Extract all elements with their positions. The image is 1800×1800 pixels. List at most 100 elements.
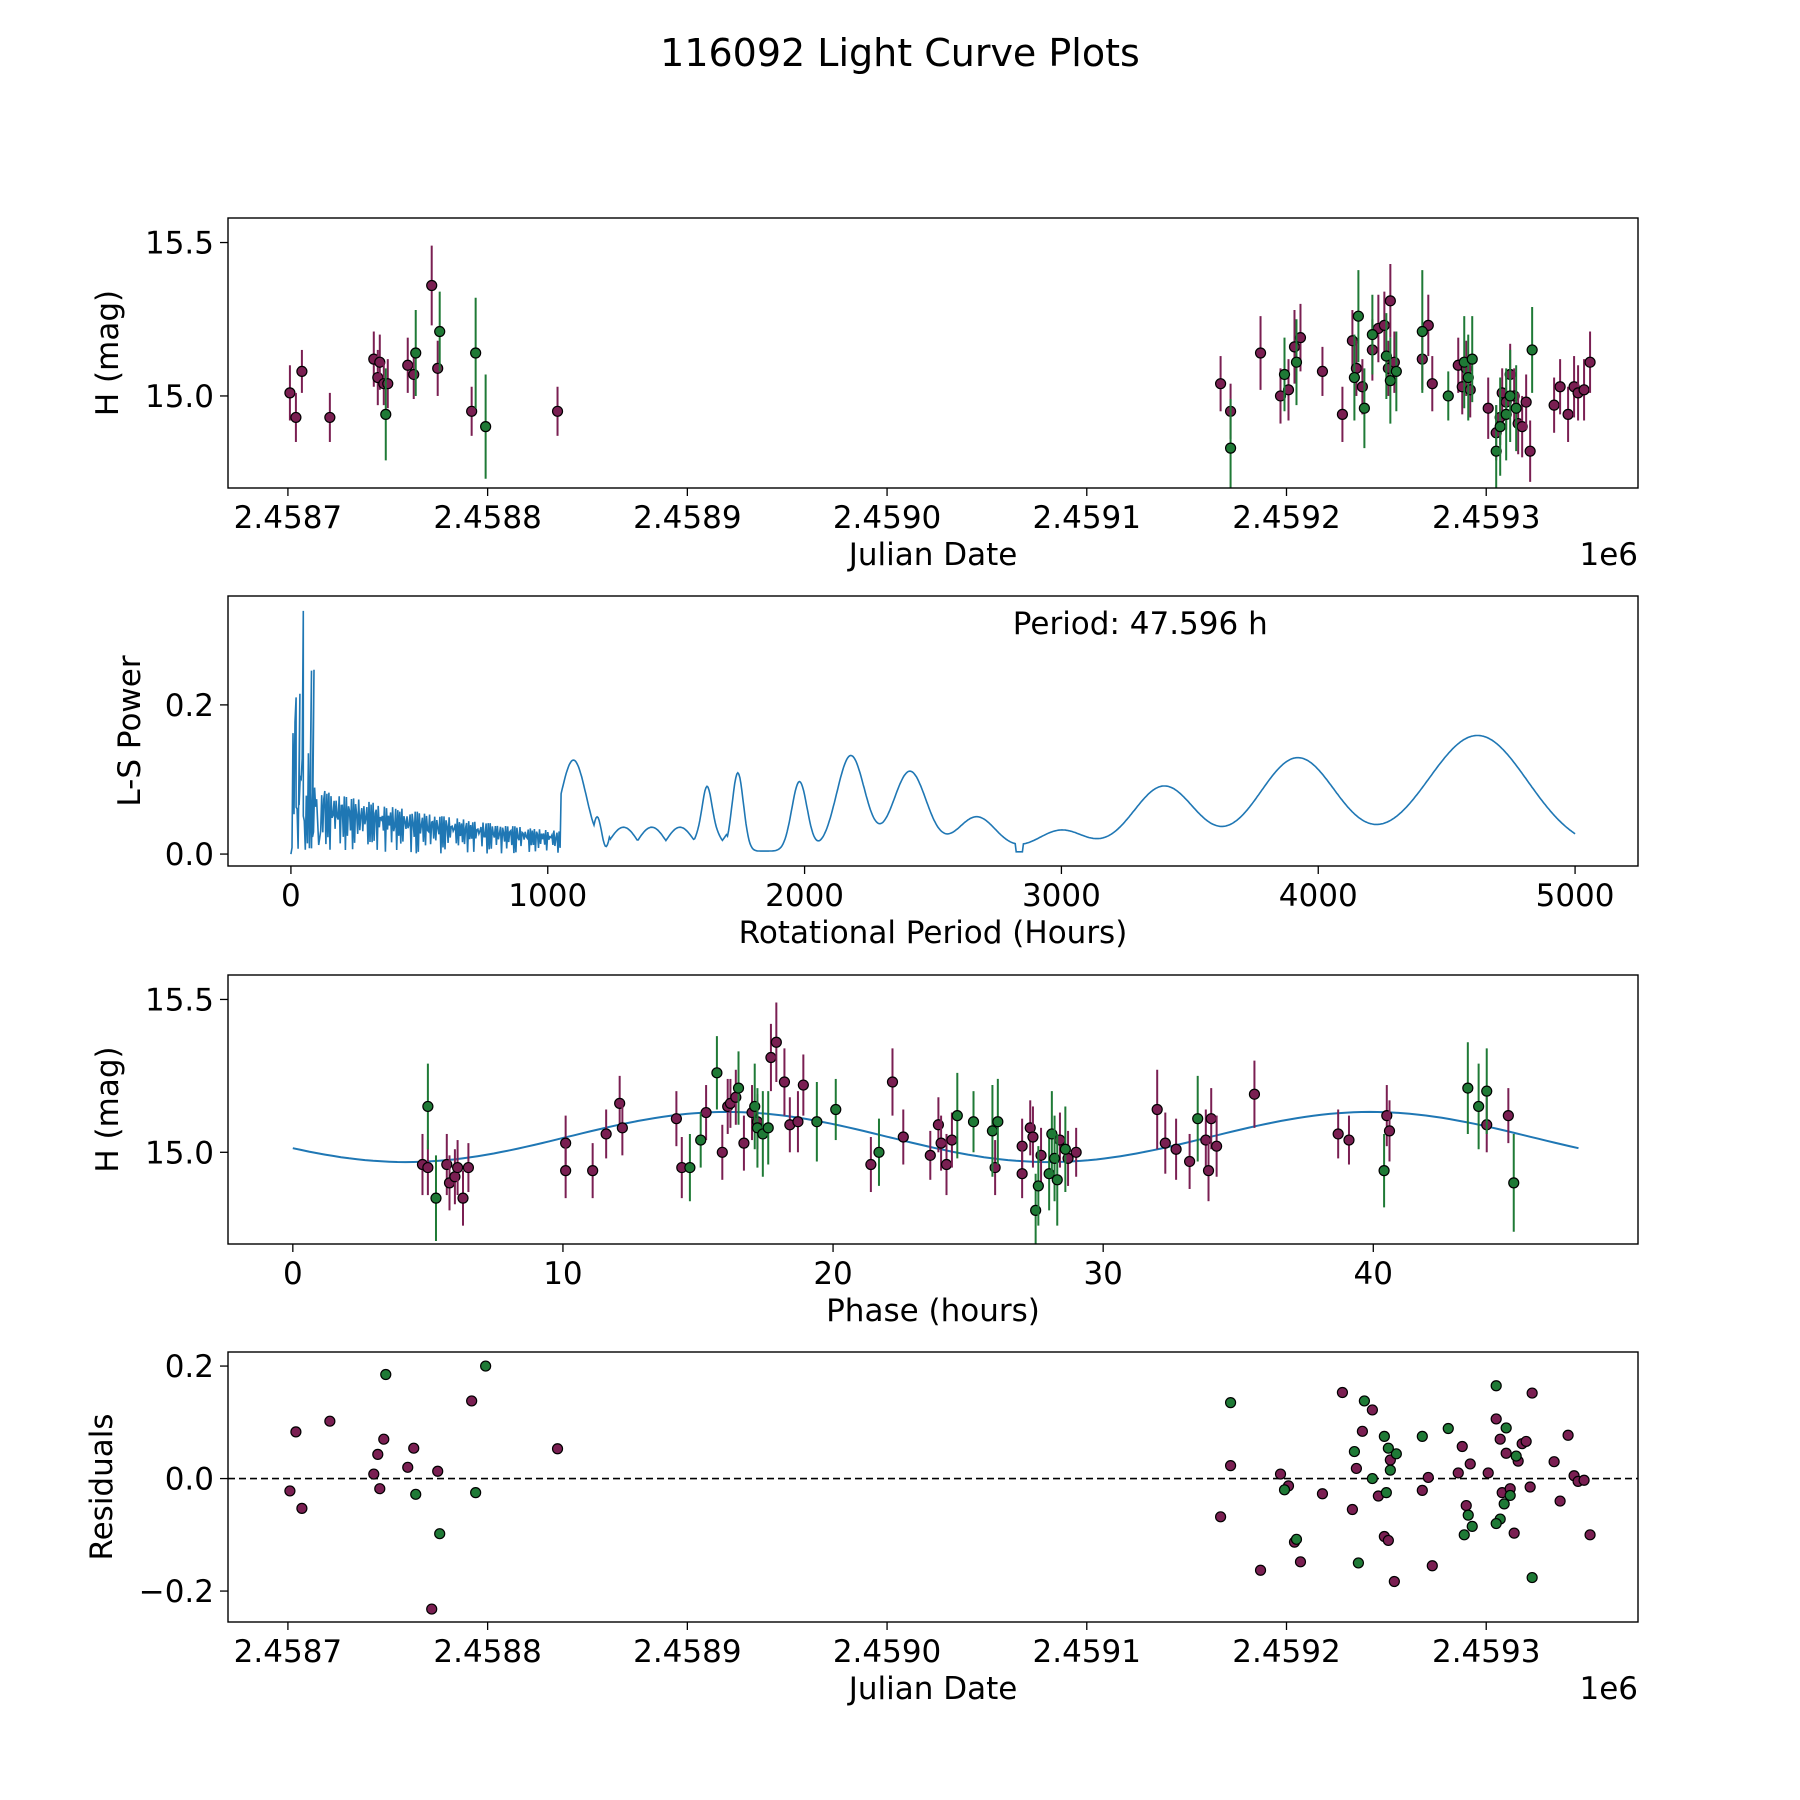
y-tick-label: 15.0	[145, 379, 214, 415]
data-point	[1490, 445, 1502, 457]
data-point	[1214, 378, 1227, 390]
data-point	[380, 1368, 392, 1381]
data-point	[1482, 1467, 1494, 1479]
data-point	[1184, 1155, 1196, 1168]
data-point	[797, 1079, 809, 1091]
data-point	[432, 1465, 444, 1477]
data-point	[1051, 1174, 1063, 1186]
x-tick-label: 4000	[1279, 878, 1358, 914]
x-tick-label: 20	[813, 1256, 852, 1292]
data-point	[1498, 1498, 1510, 1510]
data-point	[924, 1149, 936, 1161]
data-point	[684, 1161, 696, 1174]
data-point	[1211, 1140, 1223, 1152]
y-tick-label: 15.0	[145, 1135, 214, 1171]
data-point	[946, 1134, 958, 1146]
panel-lightcurve: 2.4587 2.4588 2.4589 2.4590 2.4591 2.4592 2.45…	[90, 217, 1639, 573]
data-point	[967, 1116, 980, 1128]
data-point	[897, 1131, 909, 1143]
data-point	[886, 1076, 899, 1088]
data-point	[700, 1106, 712, 1119]
data-point	[1224, 1397, 1237, 1409]
data-point	[1290, 1533, 1303, 1545]
data-point	[1390, 365, 1402, 378]
data-point	[1316, 365, 1329, 378]
x-axis-label: Rotational Period (Hours)	[739, 915, 1128, 951]
data-point	[1383, 1125, 1396, 1137]
data-point	[434, 1528, 446, 1540]
data-point	[1358, 1395, 1370, 1407]
plot-area	[284, 245, 1596, 488]
data-point	[410, 1488, 422, 1500]
x-offset-label: 1e6	[1579, 1671, 1638, 1707]
model-fit-line	[292, 1110, 1579, 1164]
data-point	[1388, 1575, 1400, 1588]
data-point	[1526, 1387, 1538, 1399]
data-point	[1452, 1467, 1464, 1479]
data-point	[1346, 1503, 1359, 1516]
data-point	[1490, 1517, 1502, 1530]
data-point	[1464, 1458, 1476, 1470]
data-point	[1278, 1484, 1291, 1496]
data-point	[284, 387, 296, 399]
x-tick-label: 5000	[1536, 878, 1615, 914]
data-point	[466, 405, 478, 417]
data-point	[1578, 1474, 1590, 1486]
data-point	[1494, 421, 1506, 433]
axes-frame	[227, 217, 1639, 489]
data-point	[600, 1128, 612, 1140]
data-point	[1442, 1422, 1454, 1435]
data-point	[1526, 1571, 1538, 1584]
data-point	[551, 1443, 564, 1455]
data-point	[1316, 1488, 1329, 1500]
data-point	[616, 1122, 628, 1134]
data-point	[1366, 1472, 1378, 1485]
data-point	[1170, 1143, 1182, 1155]
data-point	[1205, 1113, 1217, 1125]
x-tick-label: 2.4593	[1432, 1634, 1540, 1670]
x-tick-label: 2.4589	[633, 500, 741, 536]
data-point	[1500, 1422, 1512, 1434]
data-point	[1290, 356, 1303, 368]
data-point	[716, 1146, 728, 1158]
data-point	[1352, 1557, 1364, 1569]
periodogram-line	[290, 610, 1576, 855]
data-point	[1562, 1429, 1574, 1441]
data-point	[1384, 295, 1396, 307]
data-point	[380, 408, 392, 420]
data-point	[1159, 1137, 1171, 1149]
data-point	[410, 347, 422, 359]
data-point	[1288, 341, 1301, 353]
data-point	[1416, 1484, 1428, 1496]
x-tick-label: 2.4590	[833, 500, 941, 536]
data-point	[865, 1158, 877, 1171]
data-point	[1059, 1143, 1071, 1155]
x-tick-label: 2.4592	[1232, 1634, 1340, 1670]
plot-area	[228, 1360, 1638, 1615]
y-tick-label: 0.0	[165, 1462, 214, 1498]
data-point	[324, 411, 336, 424]
data-point	[1494, 1433, 1506, 1445]
data-point	[480, 1360, 492, 1372]
panel-periodogram: 0 1000 2000 3000 4000 5000 0.0 0.2 Rotational Pe…	[112, 595, 1639, 951]
axes-frame	[227, 1351, 1639, 1623]
x-tick-label: 1000	[508, 878, 587, 914]
data-point	[1380, 1487, 1392, 1499]
data-point	[1348, 1445, 1361, 1458]
data-point	[1350, 362, 1362, 374]
data-point	[1442, 390, 1454, 402]
data-point	[1510, 1450, 1522, 1462]
data-point	[368, 1468, 380, 1480]
data-point	[1282, 384, 1295, 396]
data-point	[1378, 1165, 1390, 1177]
data-point	[1490, 1413, 1502, 1425]
x-tick-label: 0	[281, 878, 301, 914]
data-point	[1390, 1448, 1402, 1460]
y-tick-label: 15.5	[145, 226, 214, 262]
data-point	[778, 1076, 791, 1088]
data-point	[1248, 1088, 1261, 1100]
x-tick-label: 2.4589	[633, 1634, 741, 1670]
x-tick-label: 3000	[1022, 878, 1101, 914]
data-point	[402, 359, 414, 371]
